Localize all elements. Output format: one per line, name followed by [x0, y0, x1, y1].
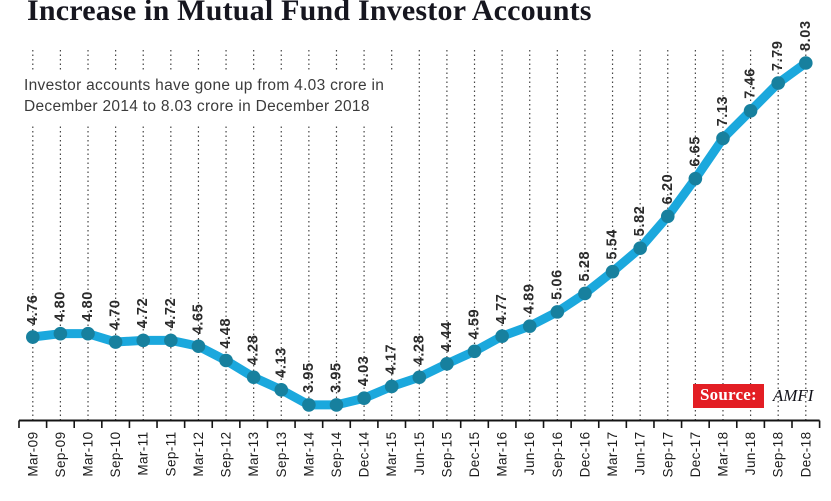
data-point: [191, 339, 206, 354]
value-label: 4.28: [246, 335, 262, 366]
data-point: [440, 357, 454, 371]
value-label: 4.70: [108, 299, 124, 330]
x-axis-label: Mar-12: [191, 432, 206, 477]
x-axis-label: Jun-15: [412, 432, 427, 476]
data-point: [274, 383, 289, 397]
x-axis-label: Jun-18: [743, 432, 758, 476]
data-point: [302, 398, 316, 412]
value-label: 4.48: [218, 318, 234, 349]
x-axis-label: Sep-14: [329, 431, 344, 477]
source-attribution: Source: AMFI: [693, 384, 813, 408]
chart-subtitle: Investor accounts have gone up from 4.03…: [15, 70, 399, 124]
value-label: 8.03: [798, 20, 814, 51]
x-axis-label: Dec-15: [467, 432, 482, 478]
value-label: 6.20: [660, 174, 676, 205]
x-axis-label: Mar-13: [246, 432, 261, 477]
x-axis-label: Sep-09: [53, 432, 68, 478]
data-point: [81, 326, 95, 341]
data-point: [53, 326, 68, 341]
value-label: 4.59: [467, 309, 483, 340]
chart-subtitle-line2: December 2014 to 8.03 crore in December …: [24, 98, 370, 115]
x-axis-label: Dec-17: [688, 432, 703, 478]
x-axis-label: Dec-16: [577, 432, 592, 478]
value-label: 4.65: [190, 304, 206, 335]
data-point: [743, 103, 758, 118]
x-axis-label: Sep-12: [219, 432, 234, 478]
x-axis-label: Sep-17: [660, 432, 675, 478]
x-axis-label: Sep-10: [108, 432, 123, 478]
data-point: [633, 241, 647, 255]
data-point: [495, 329, 509, 343]
value-label: 7.79: [770, 40, 786, 71]
x-axis-label: Jun-16: [522, 432, 537, 476]
value-label: 4.44: [439, 321, 455, 352]
data-point: [550, 305, 565, 319]
value-label: 5.06: [549, 269, 565, 300]
data-point: [108, 335, 123, 349]
x-axis-label: Mar-15: [384, 432, 399, 477]
x-axis-label: Mar-09: [25, 432, 40, 477]
x-axis-label: Dec-18: [798, 432, 813, 478]
data-point: [716, 131, 730, 146]
value-label: 4.80: [52, 291, 68, 322]
value-label: 7.46: [743, 68, 759, 99]
data-point: [164, 333, 178, 348]
value-label: 3.95: [328, 362, 344, 393]
data-point: [357, 391, 371, 406]
value-label: 4.76: [25, 294, 41, 325]
x-axis-label: Mar-14: [301, 431, 316, 476]
x-axis-label: Sep-15: [439, 432, 454, 478]
x-axis-label: Jun-17: [633, 432, 648, 476]
chart-title: Increase in Mutual Fund Investor Account…: [27, 0, 592, 27]
data-point: [798, 56, 813, 70]
value-label: 4.03: [356, 356, 372, 387]
data-point: [329, 398, 344, 412]
data-point: [522, 319, 537, 333]
value-label: 6.65: [687, 136, 703, 167]
data-point: [771, 76, 785, 90]
value-label: 4.72: [135, 298, 151, 329]
value-label: 4.77: [494, 294, 510, 325]
data-point: [688, 171, 703, 186]
data-point: [578, 286, 592, 301]
value-label: 5.82: [632, 206, 648, 237]
value-label: 4.13: [273, 347, 289, 378]
data-point: [467, 344, 482, 359]
value-label: 5.28: [577, 251, 593, 282]
data-point: [384, 379, 399, 394]
value-label: 4.17: [384, 344, 400, 375]
source-label-badge: Source:: [693, 384, 764, 408]
x-axis-label: Mar-18: [715, 432, 730, 477]
value-label: 4.80: [80, 291, 96, 322]
value-label: 5.54: [605, 229, 621, 260]
chart-subtitle-line1: Investor accounts have gone up from 4.03…: [24, 77, 385, 94]
data-point: [412, 370, 427, 385]
value-label: 4.28: [411, 335, 427, 366]
x-axis-label: Dec-14: [357, 431, 372, 477]
value-label: 4.89: [522, 284, 538, 315]
data-point: [660, 209, 675, 224]
x-axis-label: Sep-13: [274, 432, 289, 478]
data-point: [605, 264, 620, 279]
x-axis-label: Sep-16: [550, 432, 565, 478]
x-axis-label: Sep-11: [163, 432, 178, 477]
value-label: 3.95: [301, 362, 317, 393]
data-point: [26, 330, 40, 344]
value-label: 7.13: [715, 96, 731, 127]
data-point: [136, 333, 151, 348]
x-axis-label: Sep-18: [771, 432, 786, 478]
data-point: [219, 353, 233, 368]
data-point: [246, 370, 261, 385]
x-axis-label: Mar-16: [495, 432, 510, 477]
x-axis-label: Mar-11: [136, 432, 151, 476]
x-axis-label: Mar-17: [605, 432, 620, 477]
x-axis-label: Mar-10: [81, 432, 96, 477]
value-label: 4.72: [163, 298, 179, 329]
source-name: AMFI: [772, 386, 814, 405]
